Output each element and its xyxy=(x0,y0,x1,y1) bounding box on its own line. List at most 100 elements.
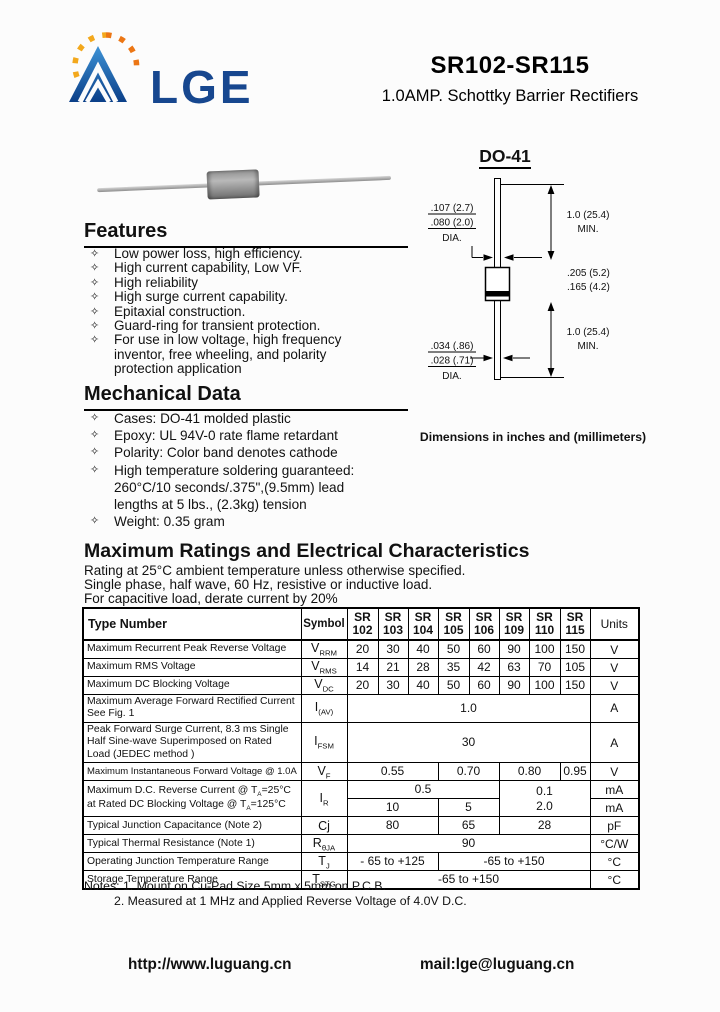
diamond-bullet-icon: ✧ xyxy=(90,262,100,275)
row-label: Maximum Instantaneous Forward Voltage @ … xyxy=(82,762,302,782)
mechanical-item: ✧ Epoxy: UL 94V-0 rate flame retardant xyxy=(84,427,414,444)
diamond-bullet-icon: ✧ xyxy=(90,446,100,459)
value-cell: 80 xyxy=(346,816,439,836)
col-header-units: Units xyxy=(589,607,640,641)
table-body: Maximum Recurrent Peak Reverse Voltage V R… xyxy=(82,639,640,890)
dim-min-label-top: MIN. xyxy=(577,224,598,235)
diamond-bullet-icon: ✧ xyxy=(90,334,100,347)
dim-lead-length-bottom: 1.0 (25.4) xyxy=(567,327,610,338)
unit-cell: °C xyxy=(589,852,640,872)
value-cell: 0.55 xyxy=(346,762,439,782)
unit-cell: V xyxy=(589,676,640,695)
value-cell: 50 xyxy=(437,639,470,659)
mechanical-item: ✧ Weight: 0.35 gram xyxy=(84,513,414,530)
dim-lead-length-top: 1.0 (25.4) xyxy=(567,210,610,221)
table-header: Type Number Symbol SR 102 SR 103 SR 104 SR 105 SR 1… xyxy=(82,607,640,641)
row-symbol: VF xyxy=(300,762,348,782)
value-cell: 70 xyxy=(528,658,561,677)
dim-dia-label: DIA. xyxy=(442,233,461,244)
list-item-text: High current capability, Low VF. xyxy=(114,260,303,276)
value-cell: 14 xyxy=(346,658,379,677)
list-item-text: Cases: DO-41 molded plastic xyxy=(114,411,291,426)
row-symbol: TJ xyxy=(300,852,348,872)
unit-cell: A xyxy=(589,721,640,764)
row-symbol: RθJA xyxy=(300,834,348,854)
diamond-bullet-icon: ✧ xyxy=(90,276,100,289)
value-cell: 1.0 xyxy=(346,694,591,723)
mechanical-item: ✧ High temperature soldering guaranteed: … xyxy=(84,462,414,514)
value-cell: 20 xyxy=(346,676,379,695)
diamond-bullet-icon: ✧ xyxy=(90,515,100,528)
value-cell: 30 xyxy=(377,676,409,695)
ratings-heading: Maximum Ratings and Electrical Character… xyxy=(84,540,530,562)
diamond-bullet-icon: ✧ xyxy=(90,291,100,304)
list-item-text: Polarity: Color band denotes cathode xyxy=(114,445,338,461)
mechanical-item: ✧ Polarity: Color band denotes cathode xyxy=(84,444,414,461)
col-header-type: Type Number xyxy=(82,607,302,641)
table-row: Maximum Recurrent Peak Reverse Voltage VR… xyxy=(82,639,640,659)
features-heading: Features xyxy=(84,220,408,248)
note-line: 2. Measured at 1 MHz and Applied Reverse… xyxy=(114,894,467,908)
value-cell: 63 xyxy=(498,658,530,677)
row-label: Operating Junction Temperature Range xyxy=(82,852,302,872)
value-cell: 35 xyxy=(437,658,470,677)
value-cell: 60 xyxy=(468,639,500,659)
table-row: Maximum Instantaneous Forward Voltage @ … xyxy=(82,762,640,782)
logo: LGE xyxy=(58,26,263,114)
subtitle: 1.0AMP. Schottky Barrier Rectifiers xyxy=(381,87,639,105)
dim-body-dia-max: .107 (2.7) xyxy=(431,203,474,214)
diamond-bullet-icon: ✧ xyxy=(90,320,100,333)
unit-cell: V xyxy=(589,658,640,677)
feature-item: ✧ For use in low voltage, high frequency … xyxy=(84,333,414,376)
note-line: Notes: 1. Mount on Cu-Pad Size 5mm x 5mm… xyxy=(84,879,386,893)
ratings-conditions: Rating at 25°C ambient temperature unles… xyxy=(84,563,466,607)
row-label: Maximum Recurrent Peak Reverse Voltage xyxy=(82,639,302,659)
value-cell: -65 to +150 xyxy=(437,852,591,872)
mechanical-list: ✧ Cases: DO-41 molded plastic ✧ Epoxy: UL 9… xyxy=(84,410,414,530)
value-cell: 0.95 xyxy=(559,762,591,782)
list-item-text: Epitaxial construction. xyxy=(114,303,246,319)
list-item-text: High surge current capability. xyxy=(114,289,288,305)
brand-text: LGE xyxy=(150,61,254,113)
row-symbol: Cj xyxy=(300,816,348,836)
value-cell: 0.70 xyxy=(437,762,500,782)
ratings-table: Type Number Symbol SR 102 SR 103 SR 104 SR 105 SR 1… xyxy=(82,607,640,891)
col-header-part: SR 103 xyxy=(377,607,409,641)
value-cell: 150 xyxy=(559,639,591,659)
dim-lead-dia-max: .034 (.86) xyxy=(431,341,474,352)
ratings-condition-line: Rating at 25°C ambient temperature unles… xyxy=(84,563,466,578)
dim-body-dia-min: .080 (2.0) xyxy=(431,218,474,229)
feature-item: ✧ High surge current capability. xyxy=(84,289,414,305)
col-header-part: SR 106 xyxy=(468,607,500,641)
diamond-bullet-icon: ✧ xyxy=(90,463,100,476)
feature-item: ✧ High current capability, Low VF. xyxy=(84,260,414,276)
col-header-part: SR 115 xyxy=(559,607,591,641)
footer-email: mail:lge@luguang.cn xyxy=(420,956,575,973)
row-label: Typical Thermal Resistance (Note 1) xyxy=(82,834,302,854)
dim-lead-dia-min: .028 (.71) xyxy=(431,356,474,367)
table-row: Maximum D.C. Reverse Current @ TA=25°C at… xyxy=(82,780,640,818)
notes: Notes: 1. Mount on Cu-Pad Size 5mm x 5mm… xyxy=(84,879,467,909)
row-label: Maximum Average Forward Rectified Curren… xyxy=(82,694,302,723)
unit-cell: A xyxy=(589,694,640,723)
diamond-bullet-icon: ✧ xyxy=(90,429,100,442)
col-header-part: SR 104 xyxy=(407,607,439,641)
value-cell: 5 xyxy=(437,798,500,818)
value-cell: 30 xyxy=(377,639,409,659)
diamond-bullet-icon: ✧ xyxy=(90,248,100,260)
feature-item: ✧ Epitaxial construction. xyxy=(84,303,414,319)
value-cell: 40 xyxy=(407,639,439,659)
table-row: Maximum DC Blocking Voltage VDC 20 30 40 50 60… xyxy=(82,676,640,695)
diode-body xyxy=(206,169,260,200)
value-cell: 0.80 xyxy=(498,762,561,782)
dimensions-caption: Dimensions in inches and (millimeters) xyxy=(419,430,647,444)
table-header-row: Type Number Symbol SR 102 SR 103 SR 104 SR 105 SR 1… xyxy=(82,607,640,641)
diamond-bullet-icon: ✧ xyxy=(90,305,100,318)
feature-item: ✧ High reliability xyxy=(84,275,414,290)
value-cell: 60 xyxy=(468,676,500,695)
list-item-text: High temperature soldering guaranteed: 2… xyxy=(114,462,355,513)
header-titles: SR102-SR115 1.0AMP. Schottky Barrier Rec… xyxy=(360,52,660,106)
feature-item: ✧ Guard-ring for transient protection. xyxy=(84,318,414,333)
ratings-condition-line: For capacitive load, derate current by 2… xyxy=(84,591,338,607)
row-symbol: VDC xyxy=(300,676,348,695)
